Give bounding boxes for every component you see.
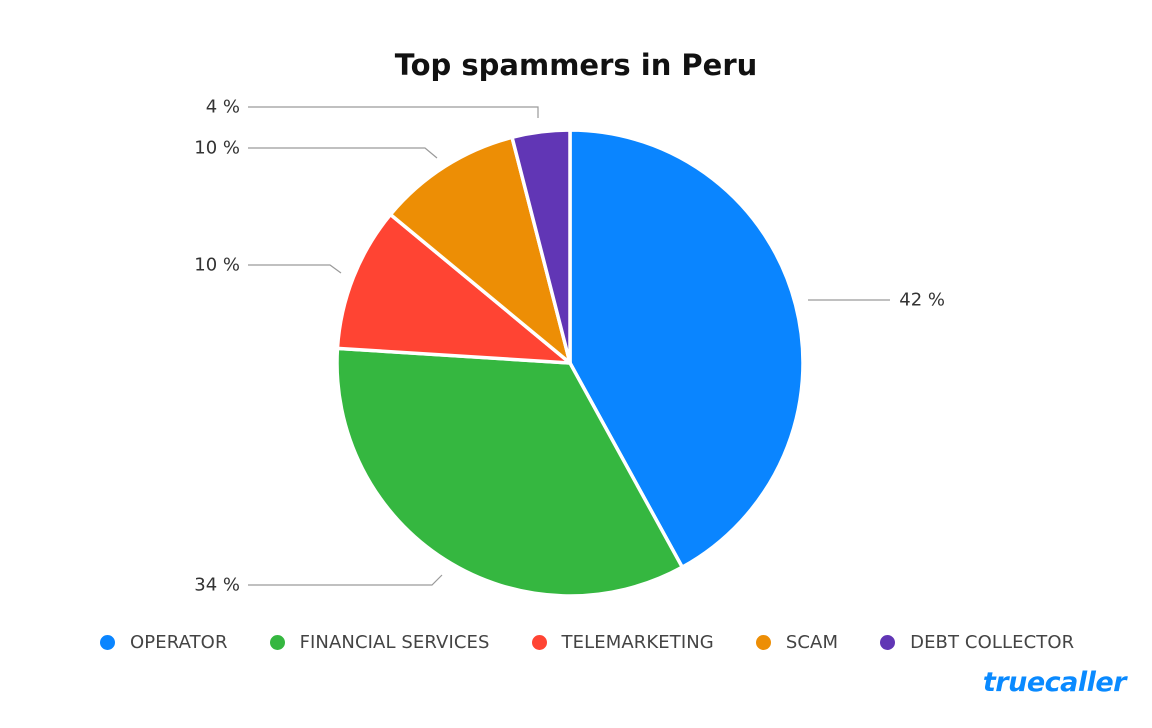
- legend-label: SCAM: [785, 632, 839, 653]
- slice-value-label: 42 %: [899, 290, 945, 311]
- leader-line-telemarketing: [248, 264, 342, 274]
- legend-marker: [100, 635, 115, 650]
- slice-value-label: 10 %: [194, 255, 240, 276]
- leader-line-debt-collector: [248, 106, 539, 118]
- legend: OPERATOR FINANCIAL SERVICES TELEMARKETING S…: [100, 632, 1116, 653]
- chart-title: Top spammers in Peru: [394, 48, 758, 82]
- legend-marker: [531, 635, 547, 650]
- pie-slices: [335, 128, 805, 598]
- leader-line-scam: [248, 147, 438, 159]
- legend-label: OPERATOR: [130, 632, 228, 653]
- pie-slice-debt-collector: [510, 128, 572, 365]
- legend-label: TELEMARKETING: [561, 632, 714, 653]
- slice-value-label: 10 %: [194, 138, 240, 159]
- legend-label: DEBT COLLECTOR: [910, 632, 1075, 653]
- legend-item-operator: OPERATOR: [100, 632, 228, 653]
- truecaller-logo: truecaller: [982, 667, 1127, 698]
- slice-value-label: 4 %: [206, 97, 240, 118]
- slice-value-label: 34 %: [194, 575, 240, 596]
- legend-marker: [880, 635, 896, 650]
- pie-slice-telemarketing: [335, 212, 572, 365]
- pie-slice-financial-services: [335, 346, 684, 598]
- slice-labels: 42 % 34 % 10 % 10 % 4 %: [194, 97, 945, 596]
- pie-slice-operator: [568, 128, 805, 569]
- legend-item-telemarketing: TELEMARKETING: [531, 632, 714, 653]
- legend-item-scam: SCAM: [755, 632, 839, 653]
- legend-item-financial-services: FINANCIAL SERVICES: [269, 632, 490, 653]
- leader-line-financial-services: [248, 574, 443, 586]
- legend-label: FINANCIAL SERVICES: [299, 632, 490, 653]
- legend-marker: [755, 635, 771, 650]
- leader-lines: [248, 106, 890, 586]
- legend-marker: [269, 635, 285, 650]
- legend-item-debt-collector: DEBT COLLECTOR: [880, 632, 1074, 653]
